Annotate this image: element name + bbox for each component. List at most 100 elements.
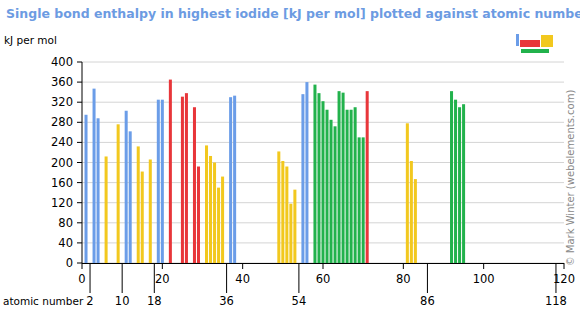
period-tick xyxy=(555,263,556,293)
y-tick xyxy=(77,202,82,203)
y-tick-label: 40 xyxy=(58,236,73,250)
bar xyxy=(458,107,461,263)
block-icon xyxy=(516,34,553,53)
y-tick-label: 160 xyxy=(51,176,73,190)
period-label: 86 xyxy=(420,294,435,308)
y-tick xyxy=(77,222,82,223)
bar xyxy=(205,145,208,263)
y-axis xyxy=(82,62,83,263)
bar xyxy=(406,123,409,263)
bar xyxy=(105,156,108,263)
bar xyxy=(137,146,140,263)
bar xyxy=(366,91,369,263)
period-tick xyxy=(90,263,91,293)
period-label: 54 xyxy=(292,294,307,308)
bar xyxy=(129,131,132,263)
bar xyxy=(209,156,212,263)
y-tick xyxy=(77,142,82,143)
x-label: atomic number xyxy=(3,295,84,307)
bar xyxy=(450,91,453,263)
bar xyxy=(350,110,353,263)
bar xyxy=(125,111,128,263)
x-tick xyxy=(162,263,163,269)
y-tick xyxy=(77,102,82,103)
bar xyxy=(338,91,341,263)
y-label: kJ per mol xyxy=(4,34,57,46)
x-tick xyxy=(483,263,484,269)
y-tick-label: 360 xyxy=(51,75,73,89)
y-tick-label: 240 xyxy=(51,135,73,149)
y-tick-label: 400 xyxy=(51,55,73,69)
bar xyxy=(317,93,320,263)
period-tick xyxy=(226,263,227,293)
y-tick-label: 80 xyxy=(58,216,73,230)
bar xyxy=(454,100,457,263)
bar xyxy=(221,177,224,263)
y-tick-label: 120 xyxy=(51,196,73,210)
bar xyxy=(197,167,200,263)
bar xyxy=(93,89,96,263)
period-tick xyxy=(427,263,428,293)
grid-line xyxy=(82,62,564,63)
period-tick xyxy=(122,263,123,293)
bar xyxy=(185,93,188,263)
y-tick xyxy=(77,62,82,63)
x-tick-label: 100 xyxy=(473,272,495,286)
bar xyxy=(462,104,465,263)
bar xyxy=(161,100,164,263)
bar xyxy=(117,124,120,263)
bar xyxy=(277,151,280,263)
x-tick-label: 0 xyxy=(78,272,85,286)
period-label: 2 xyxy=(86,294,93,308)
x-tick-label: 20 xyxy=(155,272,170,286)
y-tick xyxy=(77,122,82,123)
x-tick xyxy=(242,263,243,269)
bar xyxy=(157,100,160,263)
bar xyxy=(362,137,365,263)
bar xyxy=(97,118,100,263)
grid-line xyxy=(82,82,564,83)
bar xyxy=(346,110,349,263)
bar xyxy=(342,93,345,263)
y-tick xyxy=(77,263,82,264)
x-tick xyxy=(82,263,83,269)
bar xyxy=(285,167,288,263)
bar xyxy=(410,161,413,263)
bar xyxy=(301,94,304,263)
bar xyxy=(193,107,196,263)
bar xyxy=(141,172,144,263)
y-tick-label: 280 xyxy=(51,115,73,129)
x-tick-label: 40 xyxy=(235,272,250,286)
y-tick xyxy=(77,182,82,183)
y-tick-label: 320 xyxy=(51,95,73,109)
bar xyxy=(334,126,337,263)
bar xyxy=(313,85,316,263)
bar xyxy=(281,161,284,263)
bar xyxy=(213,163,216,264)
y-tick-label: 0 xyxy=(66,256,73,270)
bar xyxy=(321,101,324,263)
bar xyxy=(217,188,220,263)
period-label: 18 xyxy=(147,294,162,308)
x-tick xyxy=(403,263,404,269)
period-label: 10 xyxy=(115,294,130,308)
bar xyxy=(233,96,236,263)
chart: Single bond enthalpy in highest iodide [… xyxy=(0,0,580,315)
bar xyxy=(289,204,292,263)
icon-s xyxy=(516,34,519,46)
x-tick-label: 80 xyxy=(396,272,411,286)
icon-p xyxy=(541,35,553,47)
period-label: 118 xyxy=(545,294,567,308)
bar xyxy=(149,159,152,263)
bar xyxy=(229,97,232,263)
bars xyxy=(85,80,466,263)
y-tick xyxy=(77,82,82,83)
y-tick-label: 200 xyxy=(51,156,73,170)
y-tick xyxy=(77,162,82,163)
x-tick xyxy=(323,263,324,269)
bar xyxy=(85,115,88,263)
period-tick xyxy=(298,263,299,293)
bar xyxy=(354,107,357,263)
title: Single bond enthalpy in highest iodide [… xyxy=(6,6,580,21)
bar xyxy=(414,179,417,263)
